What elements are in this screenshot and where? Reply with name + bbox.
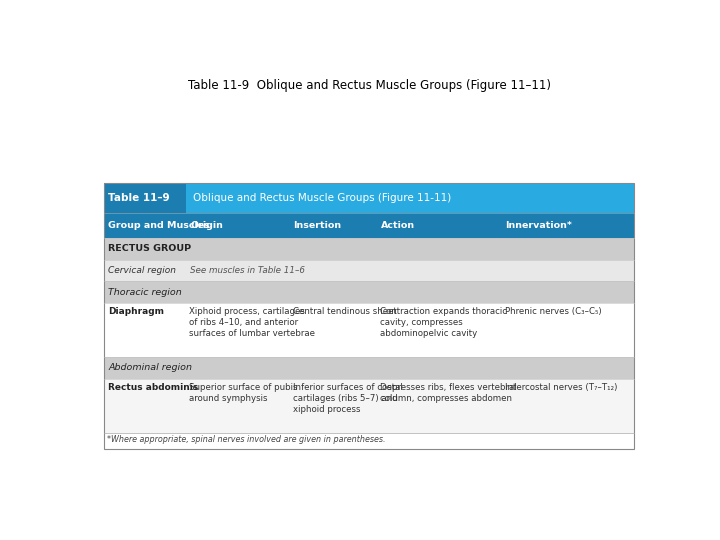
Bar	[186, 183, 634, 213]
Text: Phrenic nerves (C₃–C₅): Phrenic nerves (C₃–C₅)	[505, 307, 601, 316]
Text: Table 11–9: Table 11–9	[109, 193, 170, 203]
Text: Group and Muscles: Group and Muscles	[108, 221, 210, 230]
Text: Superior surface of pubis
around symphysis: Superior surface of pubis around symphys…	[189, 383, 298, 403]
Text: Intercostal nerves (T₇–T₁₂): Intercostal nerves (T₇–T₁₂)	[505, 383, 617, 392]
Text: See muscles in Table 11–6: See muscles in Table 11–6	[190, 266, 305, 275]
Text: RECTUS GROUP: RECTUS GROUP	[109, 245, 192, 253]
Text: Oblique and Rectus Muscle Groups (Figure 11-11): Oblique and Rectus Muscle Groups (Figure…	[193, 193, 451, 203]
Text: Xiphoid process, cartilages
of ribs 4–10, and anterior
surfaces of lumbar verteb: Xiphoid process, cartilages of ribs 4–10…	[189, 307, 315, 339]
Bar	[104, 433, 634, 449]
Bar	[104, 260, 634, 281]
Bar	[104, 213, 634, 238]
Text: *Where appropriate, spinal nerves involved are given in parentheses.: *Where appropriate, spinal nerves involv…	[107, 435, 386, 444]
Text: Inferior surfaces of costal
cartilages (ribs 5–7) and
xiphoid process: Inferior surfaces of costal cartilages (…	[293, 383, 402, 414]
Text: Thoracic region: Thoracic region	[109, 288, 182, 297]
Text: Cervical region: Cervical region	[109, 266, 176, 275]
Bar	[104, 238, 634, 260]
Bar	[104, 357, 634, 379]
Text: Action: Action	[381, 221, 415, 230]
Text: Origin: Origin	[190, 221, 223, 230]
Text: Table 11-9  Oblique and Rectus Muscle Groups (Figure 11–11): Table 11-9 Oblique and Rectus Muscle Gro…	[187, 79, 551, 92]
Text: Insertion: Insertion	[293, 221, 341, 230]
Bar	[104, 281, 634, 303]
Text: Rectus abdominis: Rectus abdominis	[109, 383, 199, 392]
Text: Abdominal region: Abdominal region	[109, 363, 192, 373]
Text: Contraction expands thoracic
cavity, compresses
abdominopelvic cavity: Contraction expands thoracic cavity, com…	[380, 307, 508, 339]
Text: Innervation*: Innervation*	[505, 221, 572, 230]
Text: Central tendinous sheet: Central tendinous sheet	[293, 307, 397, 316]
Bar	[104, 183, 186, 213]
Text: Diaphragm: Diaphragm	[109, 307, 164, 316]
Text: Depresses ribs, flexes vertebral
column, compresses abdomen: Depresses ribs, flexes vertebral column,…	[380, 383, 517, 403]
